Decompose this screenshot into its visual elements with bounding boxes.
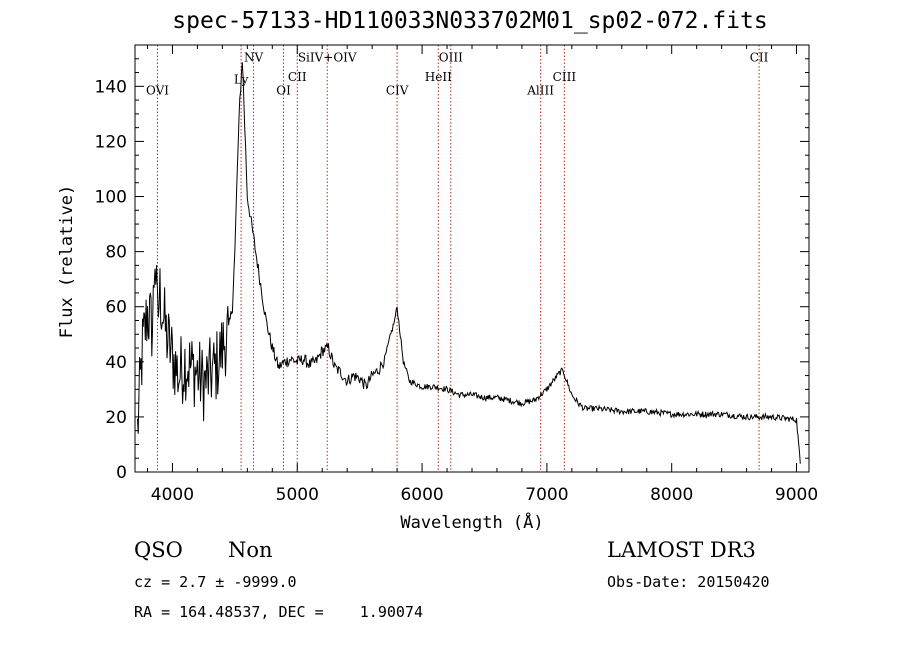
- y-tick-label: 140: [95, 77, 127, 97]
- line-label-3: OI: [276, 84, 291, 98]
- line-label-8: OIII: [439, 51, 463, 65]
- y-tick-label: 80: [105, 243, 127, 263]
- y-axis-label: Flux (relative): [57, 185, 77, 339]
- emission-line-labels: OVILyNVOICIISiIV+OIVCIVHeIIOIIIAlIIICIII…: [146, 51, 769, 98]
- chart-title: spec-57133-HD110033N033702M01_sp02-072.f…: [172, 8, 768, 34]
- object-subclass: Non: [228, 538, 273, 562]
- line-label-6: CIV: [386, 84, 409, 98]
- x-tick-label: 9000: [775, 485, 818, 505]
- line-label-2: NV: [244, 51, 264, 65]
- y-tick-label: 40: [105, 353, 127, 373]
- y-axis-ticks: 0 20 40 60 80 100 120 140: [95, 58, 809, 483]
- plot-frame: [134, 44, 810, 473]
- observation-date: Obs-Date: 20150420: [607, 573, 770, 591]
- x-tick-label: 6000: [400, 485, 443, 505]
- x-axis-ticks: 4000 5000 6000 7000 8000 9000: [146, 45, 818, 505]
- x-tick-label: 8000: [650, 485, 693, 505]
- line-label-4: CII: [288, 70, 307, 84]
- line-label-5: SiIV+OIV: [298, 51, 357, 65]
- coordinates: RA = 164.48537, DEC = 1.90074: [134, 603, 423, 621]
- survey-name: LAMOST DR3: [607, 538, 756, 562]
- y-tick-label: 20: [105, 408, 127, 428]
- x-tick-label: 7000: [525, 485, 568, 505]
- x-axis-label: Wavelength (Å): [400, 511, 543, 533]
- emission-line-markers: [156, 45, 760, 472]
- y-tick-label: 120: [95, 132, 127, 152]
- redshift-info: cz = 2.7 ± -9999.0: [134, 573, 297, 591]
- line-label-11: CII: [750, 51, 769, 65]
- x-tick-label: 5000: [276, 485, 319, 505]
- y-tick-label: 60: [105, 298, 127, 318]
- y-tick-label: 0: [116, 463, 127, 483]
- y-tick-label: 100: [95, 188, 127, 208]
- line-label-7: HeII: [425, 70, 452, 84]
- x-tick-label: 4000: [151, 485, 194, 505]
- line-label-9: AlIII: [526, 84, 554, 98]
- line-label-0: OVI: [146, 84, 169, 98]
- line-label-10: CIII: [553, 70, 577, 84]
- spectrum-line: [137, 62, 801, 464]
- object-class: QSO: [134, 538, 183, 562]
